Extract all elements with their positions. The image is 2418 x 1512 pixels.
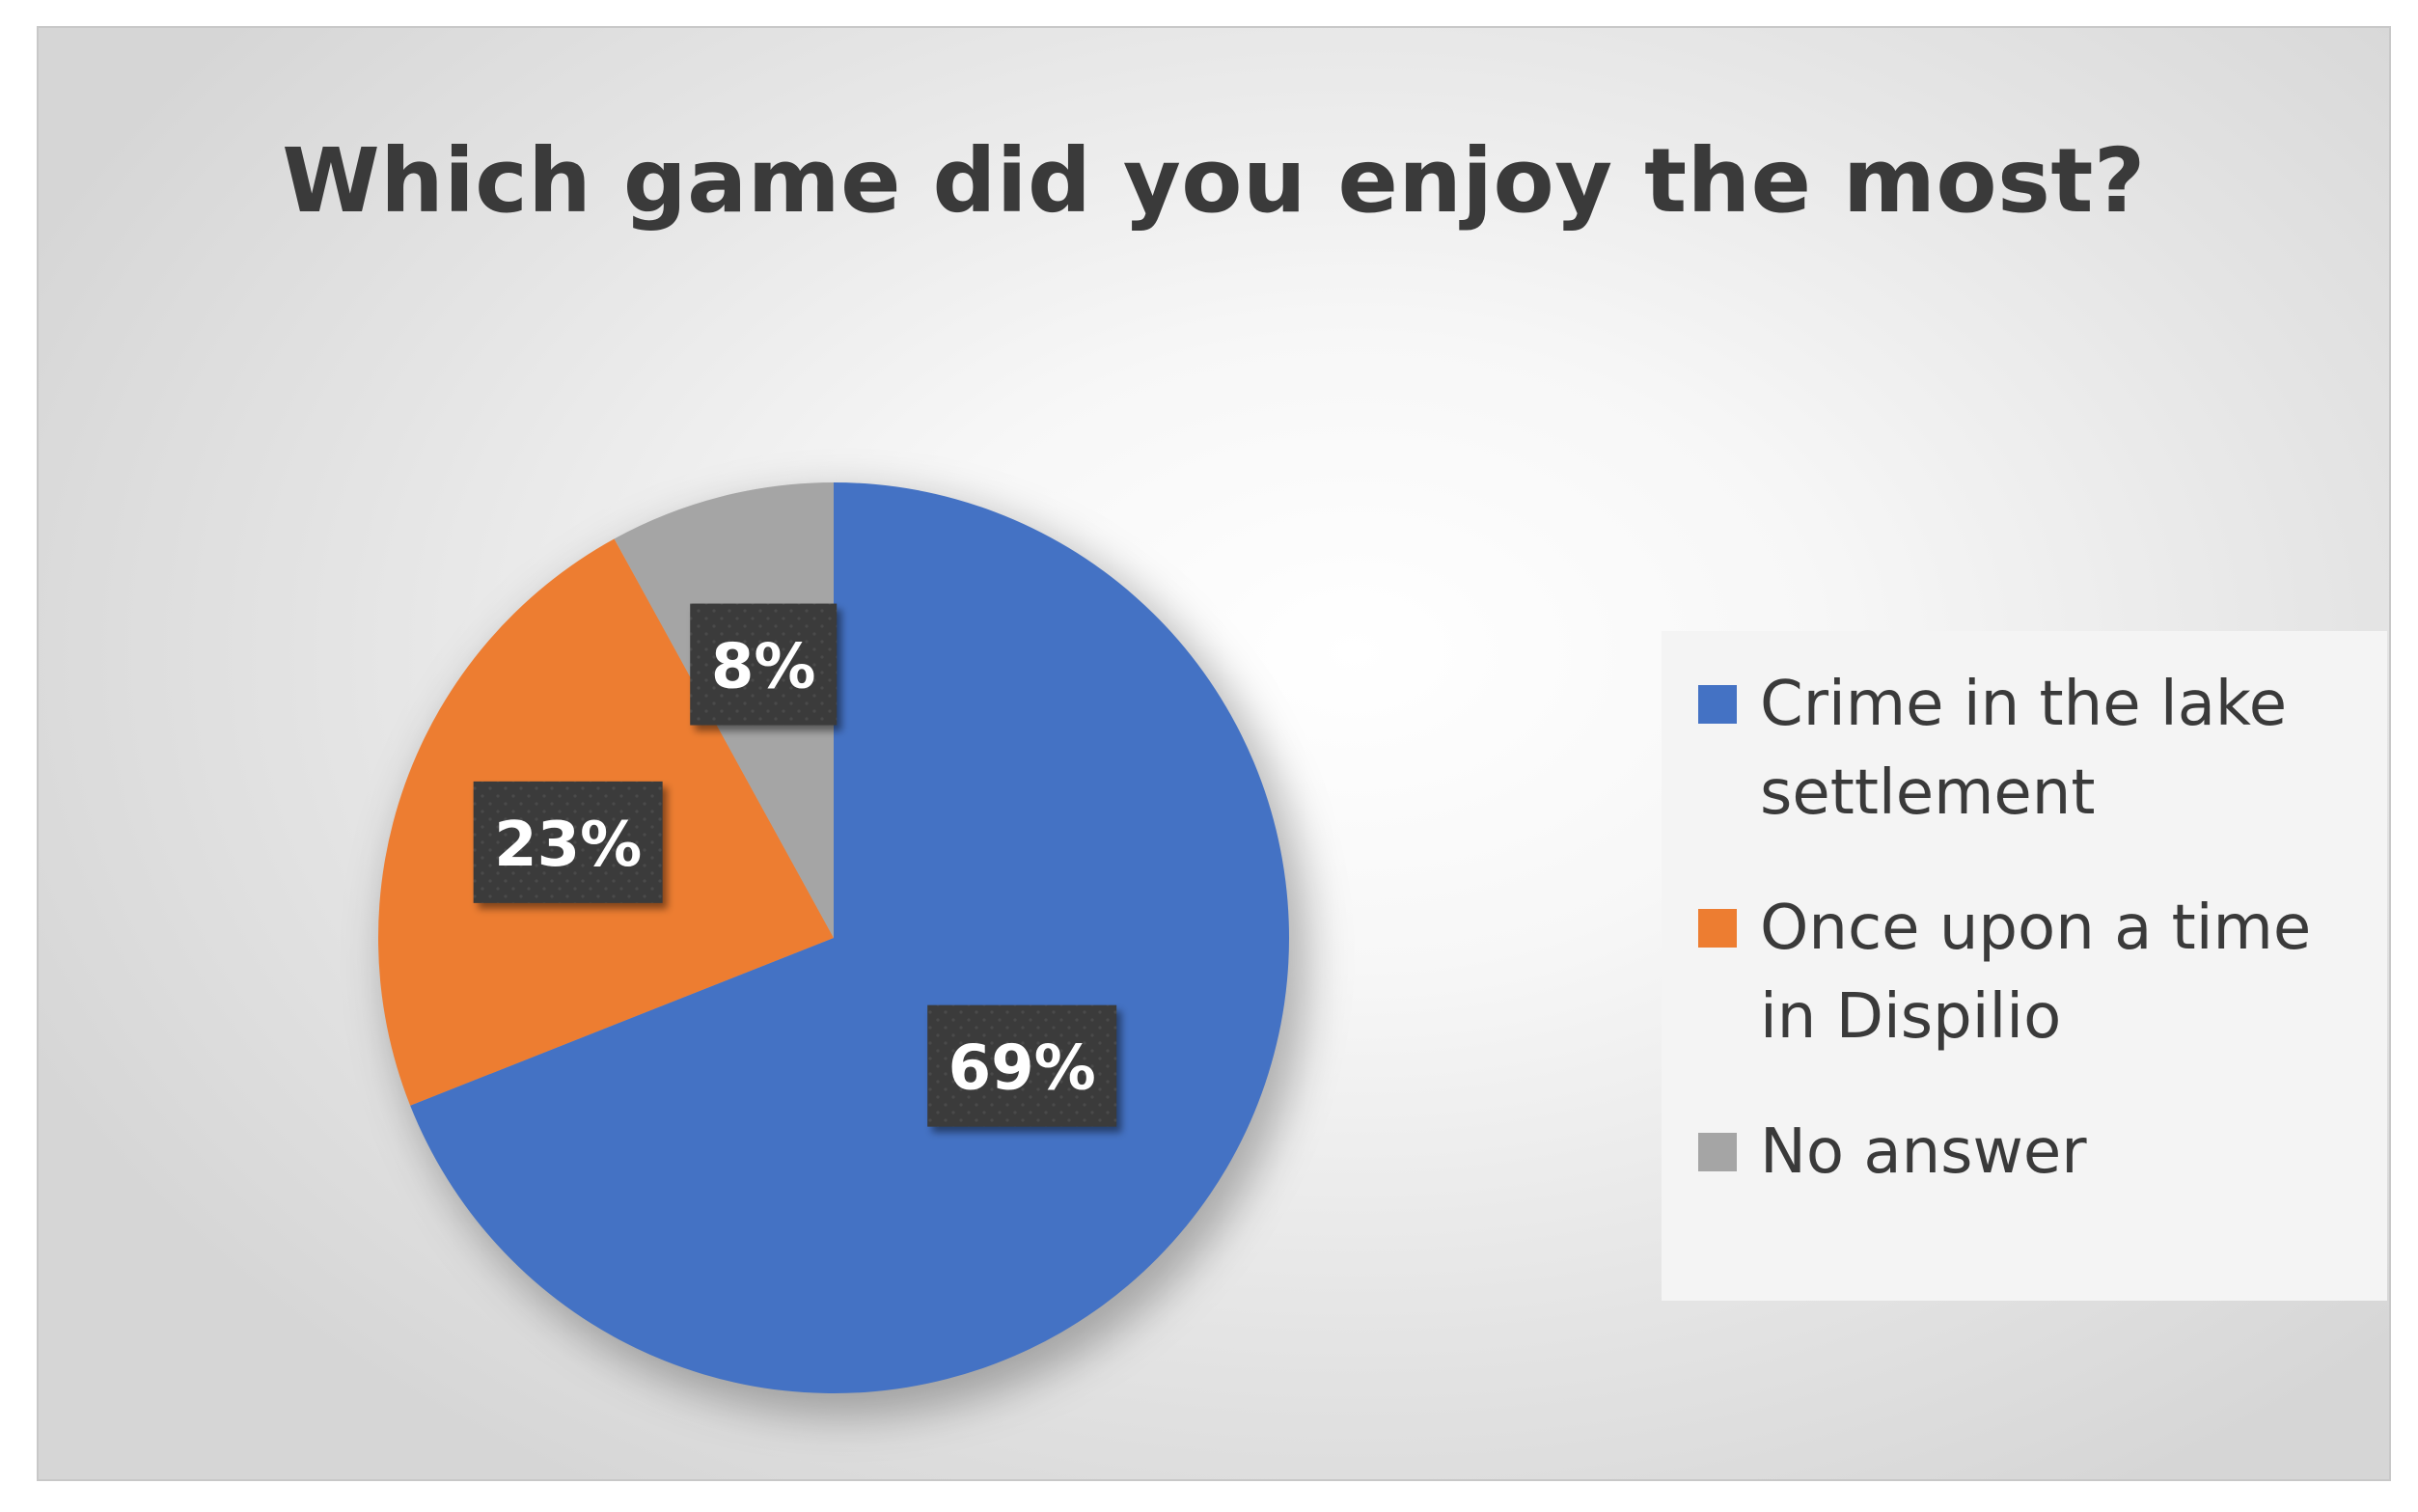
data-label-text-no-answer: 8% [711, 632, 816, 703]
chart-area: Which game did you enjoy the most? 69% 23… [37, 26, 2391, 1481]
legend-swatch-dispilio [1698, 909, 1737, 948]
chart-title: Which game did you enjoy the most? [282, 129, 2146, 233]
chart-legend: Crime in the lake settlement Once upon a… [1662, 631, 2387, 1301]
legend-item-no-answer: No answer [1698, 1108, 2358, 1196]
legend-item-crime: Crime in the lake settlement [1698, 660, 2358, 838]
data-label-text-crime: 69% [948, 1033, 1096, 1105]
legend-label-no-answer: No answer [1760, 1116, 2087, 1188]
data-label-text-dispilio: 23% [494, 810, 642, 881]
data-label-dispilio: 23% [473, 781, 668, 909]
data-label-no-answer: 8% [690, 603, 842, 731]
legend-swatch-crime [1698, 685, 1737, 724]
pie-slice-crime [410, 482, 1289, 1393]
pie-chart: 69% 23% 8% [377, 482, 1308, 1416]
data-label-crime: 69% [927, 1004, 1122, 1133]
legend-swatch-no-answer [1698, 1133, 1737, 1171]
legend-label-dispilio: Once upon a time in Dispilio [1760, 893, 2312, 1053]
legend-label-crime: Crime in the lake settlement [1760, 669, 2288, 829]
legend-item-dispilio: Once upon a time in Dispilio [1698, 884, 2358, 1061]
